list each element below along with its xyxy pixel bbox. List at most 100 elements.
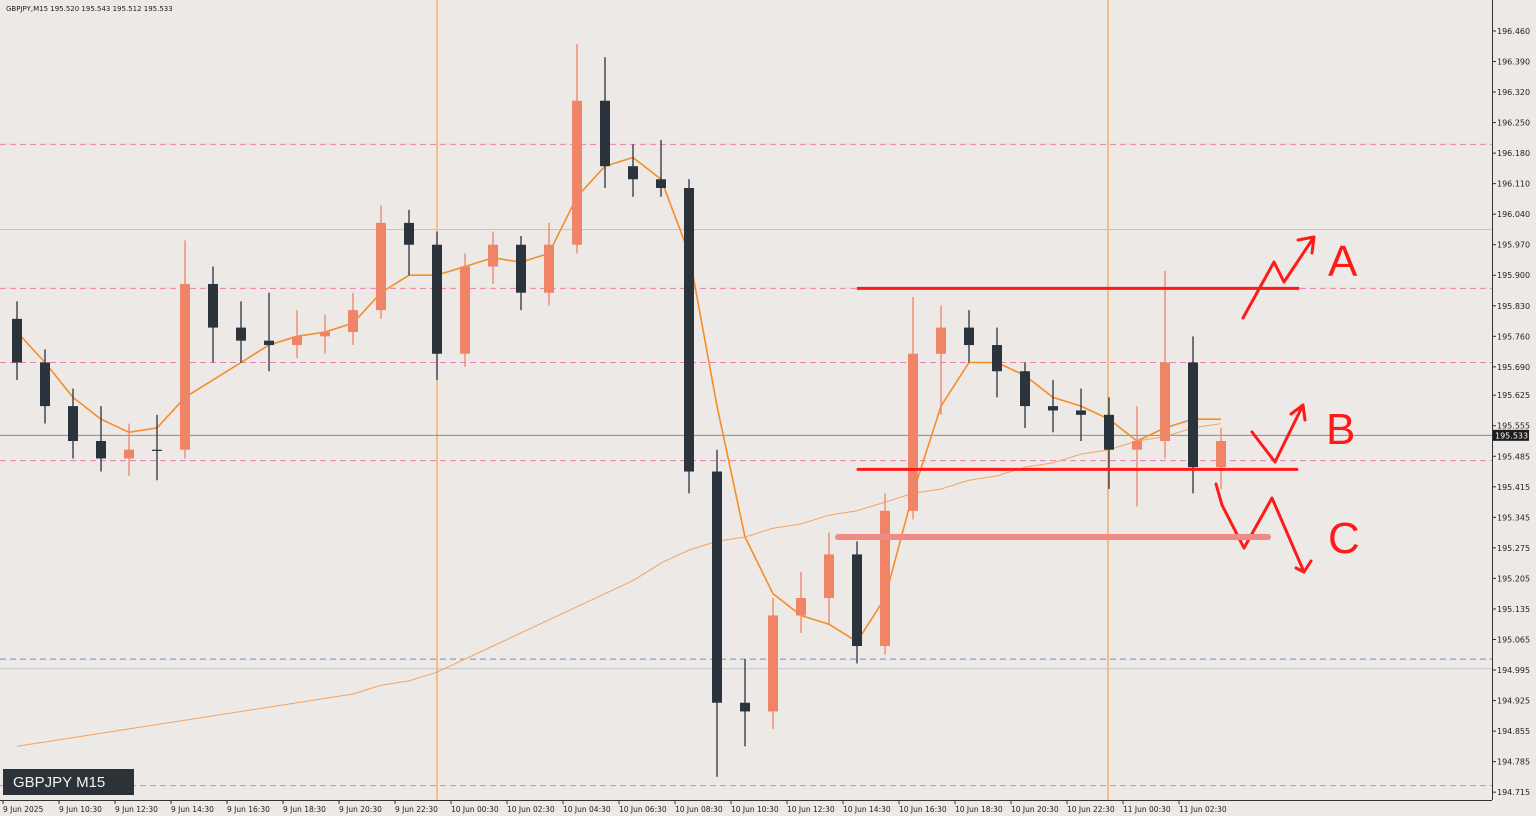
y-tick-label: 196.180: [1497, 149, 1530, 158]
candle-body: [908, 353, 918, 511]
candle-body: [180, 283, 190, 450]
candle-body: [1216, 441, 1226, 468]
x-tick-label: 10 Jun 02:30: [507, 805, 555, 814]
candle-body: [992, 345, 1002, 372]
candle-body: [320, 331, 330, 337]
candle-body: [264, 340, 274, 346]
x-tick-label: 11 Jun 02:30: [1179, 805, 1227, 814]
candle-body: [348, 310, 358, 332]
candle-body: [516, 244, 526, 293]
x-tick-label: 9 Jun 14:30: [171, 805, 214, 814]
y-tick-label: 196.250: [1497, 119, 1530, 128]
x-tick-label: 10 Jun 12:30: [787, 805, 835, 814]
annotation-label: C: [1328, 514, 1360, 563]
candle-body: [684, 188, 694, 472]
y-tick-label: 195.690: [1497, 363, 1530, 372]
x-tick-label: 9 Jun 18:30: [283, 805, 326, 814]
y-tick-label: 195.625: [1497, 391, 1530, 400]
y-tick-label: 195.900: [1497, 271, 1530, 280]
arrow-c: [1214, 482, 1313, 574]
candle-body: [1132, 441, 1142, 450]
candle-body: [1076, 410, 1086, 415]
x-tick-label: 10 Jun 06:30: [619, 805, 667, 814]
candle-body: [936, 327, 946, 354]
candle-body: [628, 166, 638, 180]
y-tick-label: 196.040: [1497, 210, 1530, 219]
candle-body: [208, 283, 218, 328]
x-tick-label: 10 Jun 04:30: [563, 805, 611, 814]
candle-body: [152, 449, 162, 451]
candle-body: [460, 266, 470, 354]
x-tick-label: 10 Jun 20:30: [1011, 805, 1059, 814]
arrow-b: [1250, 403, 1307, 464]
y-tick-label: 195.830: [1497, 302, 1530, 311]
candle-body: [964, 327, 974, 346]
arrow-a: [1241, 235, 1316, 320]
y-tick-label: 196.390: [1497, 58, 1530, 67]
candle-body: [12, 318, 22, 363]
candle-body: [1020, 371, 1030, 407]
y-tick-label: 194.995: [1497, 666, 1530, 675]
candle-body: [292, 336, 302, 346]
candle-body: [124, 449, 134, 459]
candle-body: [768, 615, 778, 712]
candle-body: [96, 441, 106, 459]
y-tick-label: 194.925: [1497, 697, 1530, 706]
candle-body: [824, 554, 834, 599]
candle-body: [236, 327, 246, 341]
x-tick-label: 9 Jun 22:30: [395, 805, 438, 814]
y-tick-label: 195.275: [1497, 544, 1530, 553]
price-tag: 195.533: [1495, 431, 1528, 440]
candle-body: [656, 179, 666, 189]
y-tick-label: 196.460: [1497, 27, 1530, 36]
y-tick-label: 194.855: [1497, 727, 1530, 736]
candle-body: [1160, 362, 1170, 442]
x-tick-label: 9 Jun 16:30: [227, 805, 270, 814]
x-tick-label: 9 Jun 20:30: [339, 805, 382, 814]
annotation-label: B: [1326, 405, 1355, 454]
x-tick-label: 10 Jun 00:30: [451, 805, 499, 814]
y-tick-label: 196.110: [1497, 180, 1530, 189]
x-tick-label: 9 Jun 10:30: [59, 805, 102, 814]
candle-body: [1104, 414, 1114, 450]
candle-body: [40, 362, 50, 407]
symbol-badge: [3, 769, 134, 795]
x-tick-label: 11 Jun 00:30: [1123, 805, 1171, 814]
candle-body: [712, 471, 722, 703]
drawing-arrows: [1214, 235, 1316, 574]
y-tick-label: 195.415: [1497, 483, 1530, 492]
symbol-label: GBPJPY M15: [13, 774, 105, 791]
candle-body: [796, 598, 806, 616]
candle-body: [432, 244, 442, 354]
candle-body: [404, 222, 414, 245]
y-tick-label: 196.320: [1497, 88, 1530, 97]
x-tick-label: 9 Jun 2025: [3, 805, 44, 814]
candle-body: [880, 510, 890, 647]
y-tick-label: 195.485: [1497, 452, 1530, 461]
x-tick-label: 10 Jun 16:30: [899, 805, 947, 814]
y-tick-label: 195.555: [1497, 422, 1530, 431]
candle-body: [1188, 362, 1198, 468]
x-tick-label: 9 Jun 12:30: [115, 805, 158, 814]
candle-body: [1048, 406, 1058, 411]
y-tick-label: 195.135: [1497, 605, 1530, 614]
y-tick-label: 195.760: [1497, 332, 1530, 341]
chart-header: GBPJPY,M15 195.520 195.543 195.512 195.5…: [6, 5, 173, 13]
x-tick-label: 10 Jun 14:30: [843, 805, 891, 814]
candle-body: [740, 702, 750, 712]
y-tick-label: 194.785: [1497, 758, 1530, 767]
candle-body: [488, 244, 498, 267]
x-tick-label: 10 Jun 22:30: [1067, 805, 1115, 814]
y-tick-label: 195.065: [1497, 635, 1530, 644]
y-tick-label: 195.205: [1497, 574, 1530, 583]
candle-body: [544, 244, 554, 293]
candle-body: [68, 406, 78, 442]
x-tick-label: 10 Jun 10:30: [731, 805, 779, 814]
x-tick-label: 10 Jun 08:30: [675, 805, 723, 814]
annotation-label: A: [1328, 237, 1358, 286]
price-tag-box: [1493, 429, 1529, 441]
x-tick-label: 10 Jun 18:30: [955, 805, 1003, 814]
candle-body: [572, 100, 582, 245]
